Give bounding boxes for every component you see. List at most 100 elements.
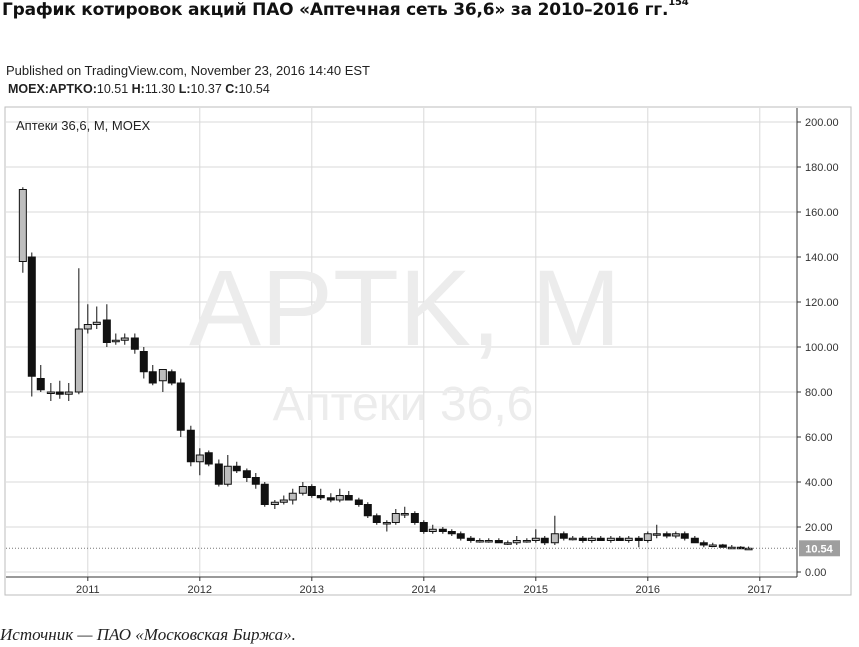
candle — [288, 488, 297, 505]
y-tick-label: 200.00 — [805, 117, 839, 129]
candle — [652, 524, 661, 539]
candle — [428, 524, 437, 534]
ohlc-open: 10.51 — [96, 82, 129, 96]
candle-body — [46, 391, 55, 394]
candle-body — [494, 540, 503, 544]
candle-body — [708, 544, 717, 547]
candle — [559, 531, 568, 541]
candle-body — [74, 328, 83, 393]
candle — [55, 380, 64, 399]
x-tick-label: 2015 — [524, 584, 548, 596]
candle — [382, 520, 391, 532]
candle — [466, 536, 475, 543]
candle — [102, 304, 111, 347]
candle-body — [718, 544, 727, 548]
candle-body — [167, 371, 176, 384]
candle-body — [36, 378, 45, 391]
candle-body — [680, 533, 689, 539]
candle-layer — [18, 187, 753, 551]
x-tick-label: 2011 — [76, 584, 100, 596]
candle-body — [260, 483, 269, 505]
candle — [186, 425, 195, 467]
candle — [503, 540, 512, 545]
x-tick-label: 2012 — [188, 584, 212, 596]
candle-body — [64, 391, 73, 395]
candle — [36, 365, 45, 392]
last-price-marker: 10.54 — [6, 540, 840, 557]
source-caption: Источник — ПАО «Московская Биржа». — [0, 625, 296, 644]
candle — [260, 482, 269, 507]
candle — [624, 536, 633, 543]
x-tick-label: 2017 — [748, 584, 772, 596]
candle — [550, 515, 559, 545]
candle-body — [615, 537, 624, 541]
y-tick-label: 80.00 — [805, 387, 833, 399]
candle — [354, 497, 363, 507]
y-tick-label: 180.00 — [805, 162, 839, 174]
candle-body — [335, 495, 344, 501]
candle-body — [484, 540, 493, 543]
candle — [214, 459, 223, 487]
candle-body — [18, 189, 27, 262]
candle-body — [419, 522, 428, 532]
candle-body — [27, 256, 36, 377]
candle-body — [606, 537, 615, 541]
candle-body — [400, 513, 409, 516]
candle-body — [242, 470, 251, 478]
candle-body — [83, 324, 92, 330]
candle-body — [251, 477, 260, 485]
ohlc-readout: MOEX:APTKO:10.51 H:11.30 L:10.37 C:10.54 — [8, 82, 270, 96]
candle — [74, 268, 83, 395]
candle-body — [186, 429, 195, 463]
candle — [615, 536, 624, 541]
candle — [475, 538, 484, 543]
candle-body — [559, 533, 568, 539]
candle — [578, 536, 587, 543]
figure-heading-text: График котировок акций ПАО «Аптечная сет… — [2, 0, 669, 20]
candle — [419, 520, 428, 534]
candle — [596, 536, 605, 541]
candle — [18, 187, 27, 273]
candle-body — [428, 528, 437, 532]
candle-body — [326, 497, 335, 501]
candle-body — [55, 391, 64, 395]
candle-body — [120, 337, 129, 341]
candle-body — [475, 540, 484, 543]
candle-body — [102, 319, 111, 343]
candle — [587, 536, 596, 543]
candle — [494, 538, 503, 544]
candle-body — [503, 542, 512, 545]
candle-body — [111, 339, 120, 343]
candle-body — [148, 371, 157, 384]
candle — [326, 493, 335, 503]
candle-body — [578, 537, 587, 541]
candle — [158, 369, 167, 392]
candle — [690, 536, 699, 544]
candle-body — [466, 537, 475, 541]
candle-body — [279, 499, 288, 503]
candle-body — [531, 537, 540, 541]
candle — [708, 542, 717, 548]
ohlc-high: 11.30 — [144, 82, 176, 96]
candle — [484, 538, 493, 543]
candle-body — [699, 542, 708, 546]
candle — [400, 506, 409, 518]
candle — [522, 538, 531, 543]
candle-body — [139, 351, 148, 373]
candle — [195, 448, 204, 476]
candle — [139, 347, 148, 379]
candle-body — [410, 513, 419, 523]
candle-body — [130, 337, 139, 350]
candle — [391, 509, 400, 525]
candle-body — [176, 382, 185, 431]
candle-body — [344, 495, 353, 501]
candle — [344, 491, 353, 501]
candle-body — [288, 492, 297, 501]
y-tick-label: 140.00 — [805, 252, 839, 264]
candle-body — [214, 463, 223, 485]
candle — [335, 488, 344, 503]
candle-body — [232, 465, 241, 472]
candle-body — [671, 533, 680, 537]
candle-body — [195, 454, 204, 463]
